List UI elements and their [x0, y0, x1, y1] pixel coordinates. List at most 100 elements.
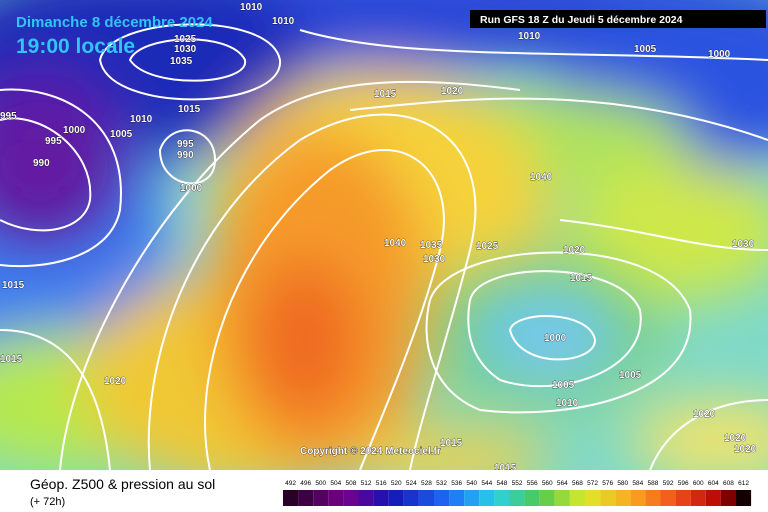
- isobar-label: 1020: [441, 86, 464, 97]
- scale-label: 544: [481, 480, 492, 487]
- scale-label: 564: [557, 480, 568, 487]
- scale-swatch: [554, 490, 570, 506]
- scale-label: 572: [587, 480, 598, 487]
- isobar-label: 1010: [556, 398, 579, 409]
- isobar-label: 995: [0, 111, 17, 122]
- isobar-label: 1025: [476, 241, 499, 252]
- isobar-label: 1030: [423, 254, 446, 265]
- isobar-label: 1015: [440, 438, 463, 449]
- scale-swatch: [418, 490, 434, 506]
- scale-swatch: [403, 490, 419, 506]
- scale-swatch: [675, 490, 691, 506]
- date: Dimanche 8 décembre 2024: [16, 14, 213, 31]
- scale-swatch: [509, 490, 525, 506]
- isobar-label: 1015: [374, 89, 397, 100]
- scale-label: 524: [406, 480, 417, 487]
- scale-swatch: [736, 490, 752, 506]
- isobar-label: 1000: [63, 125, 86, 136]
- color-scale: 492 496 500 504 508 512 516 520 524 528 532 536 540 5…: [283, 480, 752, 506]
- isobar-labels: 1010101010251030103510151010100510009959…: [0, 2, 757, 475]
- scale-swatch: [569, 490, 585, 506]
- scale-swatch: [328, 490, 344, 506]
- scale-label: 608: [723, 480, 734, 487]
- scale-swatch: [373, 490, 389, 506]
- isobar-label: 990: [33, 158, 50, 169]
- scale-swatch: [645, 490, 661, 506]
- scale-label: 596: [678, 480, 689, 487]
- scale-label: 508: [346, 480, 357, 487]
- footer-title: Géop. Z500 & pression au sol: [30, 476, 215, 492]
- isobar-label: 995: [45, 136, 62, 147]
- isobar-label: 1005: [552, 380, 575, 391]
- run-box: [470, 10, 766, 28]
- scale-label: 580: [617, 480, 628, 487]
- isobar-label: 1015: [494, 463, 517, 474]
- isobar-label: 1005: [634, 44, 657, 55]
- scale-label: 512: [361, 480, 372, 487]
- scale-label: 500: [315, 480, 326, 487]
- isobar-label: 1040: [384, 238, 407, 249]
- scale-label: 520: [391, 480, 402, 487]
- scale-label: 568: [572, 480, 583, 487]
- scale-swatch: [690, 490, 706, 506]
- scale-label: 584: [632, 480, 643, 487]
- isobar-label: 1010: [130, 114, 153, 125]
- scale-label: 604: [708, 480, 719, 487]
- scale-label: 532: [436, 480, 447, 487]
- isobar-label: 1030: [174, 44, 197, 55]
- isobar-label: 1000: [708, 49, 731, 60]
- scale-label: 588: [648, 480, 659, 487]
- isobar-label: 1020: [693, 409, 716, 420]
- scale-label: 556: [527, 480, 538, 487]
- isobar-label: 1030: [732, 239, 755, 250]
- isobar-label: 1020: [734, 444, 757, 455]
- scale-swatch: [524, 490, 540, 506]
- isobar-label: 1020: [563, 245, 586, 256]
- scale-label: 560: [542, 480, 553, 487]
- scale-swatch: [494, 490, 510, 506]
- scale-label: 528: [421, 480, 432, 487]
- isobar-label: 1010: [272, 16, 295, 27]
- isobar-label: 1035: [170, 56, 193, 67]
- isobar-label: 995: [177, 139, 194, 150]
- scale-swatch: [630, 490, 646, 506]
- isobar-label: 1000: [180, 183, 203, 194]
- scale-swatch: [615, 490, 631, 506]
- isobar-label: 1010: [518, 31, 541, 42]
- run-info: Run GFS 18 Z du Jeudi 5 décembre 2024: [480, 14, 683, 26]
- isobar-label: 1015: [178, 104, 201, 115]
- scale-swatch: [660, 490, 676, 506]
- isobar-label: 1015: [2, 280, 25, 291]
- scale-swatch: [449, 490, 465, 506]
- isobar-label: 1025: [174, 34, 197, 45]
- isobar-label: 1040: [530, 172, 553, 183]
- isobar-label: 1015: [0, 354, 23, 365]
- isobar-label: 1020: [104, 376, 127, 387]
- scale-swatch: [705, 490, 721, 506]
- scale-swatch: [720, 490, 736, 506]
- scale-label: 496: [300, 480, 311, 487]
- isobar-label: 1020: [724, 433, 747, 444]
- scale-swatch: [313, 490, 329, 506]
- scale-swatch: [585, 490, 601, 506]
- scale-label: 516: [376, 480, 387, 487]
- scale-label: 592: [663, 480, 674, 487]
- isobar-label: 1010: [240, 2, 263, 13]
- isobar-label: 990: [177, 150, 194, 161]
- scale-label: 552: [512, 480, 523, 487]
- copyright: Copyright © 2024 Meteociel.fr: [300, 446, 441, 457]
- scale-swatch: [283, 490, 299, 506]
- field: [0, 0, 768, 470]
- lead-time: (+ 72h): [30, 496, 65, 508]
- scale-swatch: [343, 490, 359, 506]
- scale-label: 600: [693, 480, 704, 487]
- scale-label: 504: [330, 480, 341, 487]
- scale-swatch: [600, 490, 616, 506]
- scale-label: 536: [451, 480, 462, 487]
- scale-swatch: [298, 490, 314, 506]
- isobar-label: 1005: [619, 370, 642, 381]
- scale-label: 540: [466, 480, 477, 487]
- time: 19:00 locale: [16, 35, 135, 58]
